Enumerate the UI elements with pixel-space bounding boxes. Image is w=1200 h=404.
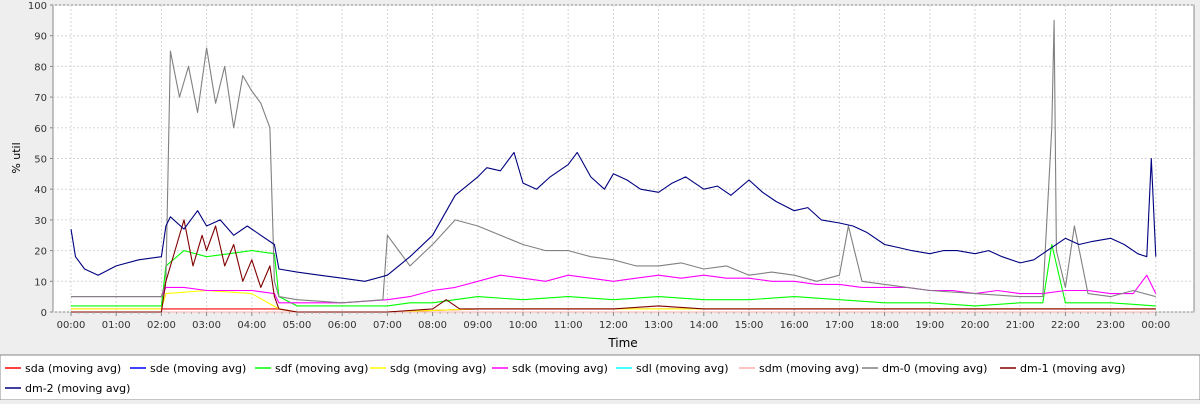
legend-label-5: sdl (moving avg) bbox=[636, 362, 729, 375]
grid-layer bbox=[53, 4, 1194, 313]
x-tick-label: 01:00 bbox=[102, 320, 131, 331]
x-tick-label: 19:00 bbox=[915, 320, 944, 331]
x-tick-label: 06:00 bbox=[328, 320, 357, 331]
x-tick-label: 22:00 bbox=[1051, 320, 1080, 331]
series-line-9 bbox=[70, 151, 1157, 282]
y-tick-label: 90 bbox=[34, 32, 47, 43]
legend-label-2: sdf (moving avg) bbox=[275, 362, 368, 375]
legend-label-4: sdk (moving avg) bbox=[512, 362, 608, 375]
y-tick-label: 60 bbox=[34, 124, 47, 135]
x-tick-label: 09:00 bbox=[463, 320, 492, 331]
y-tick-label: 50 bbox=[34, 155, 47, 166]
legend-label-3: sdg (moving avg) bbox=[390, 362, 486, 375]
legend-label-0: sda (moving avg) bbox=[25, 362, 121, 375]
y-tick-label: 0 bbox=[41, 308, 47, 319]
x-tick-label: 02:00 bbox=[147, 320, 176, 331]
x-tick-label: 04:00 bbox=[237, 320, 266, 331]
series-line-2 bbox=[71, 243, 1156, 307]
x-tick-label: 05:00 bbox=[283, 320, 312, 331]
x-axis: 00:00 01:00 02:00 03:00 04:00 05:00 06:00 07:00… bbox=[57, 312, 1170, 331]
x-tick-label: 16:00 bbox=[780, 320, 809, 331]
x-tick-label: 03:00 bbox=[192, 320, 221, 331]
legend-label-8: dm-1 (moving avg) bbox=[1020, 362, 1125, 375]
x-tick-label: 23:00 bbox=[1096, 320, 1125, 331]
y-tick-label: 20 bbox=[34, 247, 47, 258]
legend-box bbox=[0, 354, 1200, 401]
x-tick-label: 17:00 bbox=[825, 320, 854, 331]
series-line-4 bbox=[71, 274, 1157, 304]
x-tick-label: 08:00 bbox=[418, 320, 447, 331]
plot-area bbox=[52, 4, 1195, 313]
x-tick-label: 13:00 bbox=[644, 320, 673, 331]
x-tick-label: 10:00 bbox=[509, 320, 538, 331]
x-tick-label: 14:00 bbox=[689, 320, 718, 331]
legend-label-1: sde (moving avg) bbox=[150, 362, 246, 375]
y-tick-label: 70 bbox=[34, 93, 47, 104]
x-tick-label: 12:00 bbox=[599, 320, 628, 331]
y-tick-label: 30 bbox=[34, 216, 47, 227]
y-axis: 0 10 20 30 40 50 60 70 80 90 100 bbox=[28, 1, 53, 319]
x-tick-label: 11:00 bbox=[554, 320, 583, 331]
y-axis-label: % util bbox=[10, 142, 23, 173]
y-tick-label: 40 bbox=[34, 185, 47, 196]
legend-label-9: dm-2 (moving avg) bbox=[25, 382, 130, 395]
x-tick-label: 07:00 bbox=[373, 320, 402, 331]
x-tick-label: 21:00 bbox=[1006, 320, 1035, 331]
x-tick-label: 18:00 bbox=[870, 320, 899, 331]
x-tick-label: 20:00 bbox=[961, 320, 990, 331]
legend: sda (moving avg) sde (moving avg) sdf (mov… bbox=[5, 362, 1125, 395]
x-tick-label: 00:00 bbox=[1141, 320, 1170, 331]
x-tick-label: 00:00 bbox=[57, 320, 86, 331]
x-tick-label: 15:00 bbox=[735, 320, 764, 331]
legend-label-6: sdm (moving avg) bbox=[759, 362, 859, 375]
y-tick-label: 80 bbox=[34, 62, 47, 73]
series-line-7 bbox=[71, 19, 1156, 304]
legend-label-7: dm-0 (moving avg) bbox=[882, 362, 987, 375]
y-tick-label: 100 bbox=[28, 1, 47, 12]
y-tick-label: 10 bbox=[34, 277, 47, 288]
x-axis-label: Time bbox=[607, 336, 637, 350]
